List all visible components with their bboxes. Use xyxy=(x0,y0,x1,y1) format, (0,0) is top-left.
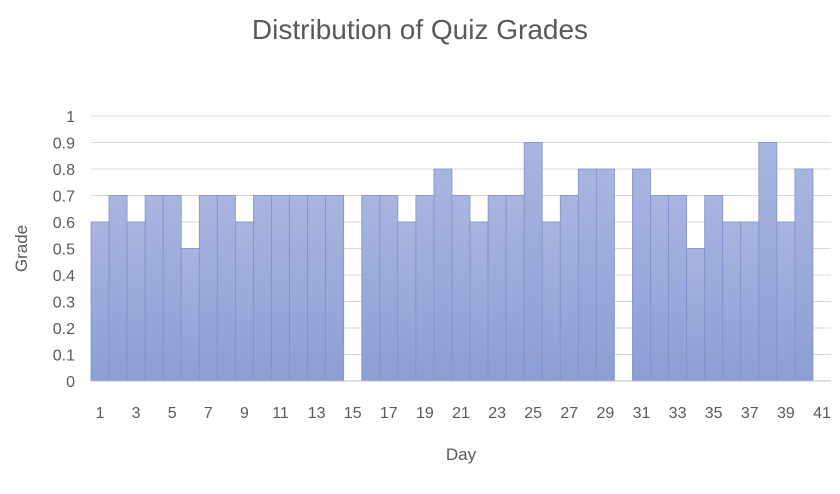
x-tick-label: 11 xyxy=(272,405,289,422)
bars xyxy=(90,142,814,382)
x-tick-label: 31 xyxy=(633,405,651,422)
bar-day-35 xyxy=(704,195,724,382)
y-tick-label: 0.7 xyxy=(53,189,75,206)
tick-labels: 00.10.20.30.40.50.60.70.80.911 3 5 7 9 11 13 15… xyxy=(53,109,831,422)
bar-day-34 xyxy=(686,248,706,382)
x-tick-label: 29 xyxy=(596,405,614,422)
bar-day-32 xyxy=(650,195,669,382)
x-tick-label: 41 xyxy=(813,405,831,422)
bar-day-7 xyxy=(198,195,218,382)
x-tick-label: 27 xyxy=(560,405,578,422)
bar-day-17 xyxy=(379,195,399,382)
bar-day-22 xyxy=(469,221,489,382)
y-tick-label: 0.1 xyxy=(53,348,75,365)
y-tick-label: 0.9 xyxy=(53,136,75,153)
bar-day-38 xyxy=(758,142,778,382)
x-tick-label: 9 xyxy=(240,405,249,422)
bar-day-39 xyxy=(776,221,796,382)
x-tick-label: 25 xyxy=(524,405,542,422)
bar-day-25 xyxy=(523,142,543,382)
x-tick-label: 5 xyxy=(168,405,177,422)
bar-day-3 xyxy=(126,221,146,382)
bar-day-18 xyxy=(397,221,417,382)
y-tick-label: 0.2 xyxy=(53,321,75,338)
chart-title: Distribution of Quiz Grades xyxy=(251,14,589,45)
y-tick-label: 0 xyxy=(66,374,75,391)
bar-day-5 xyxy=(162,195,182,382)
x-tick-label: 35 xyxy=(705,405,723,422)
bar-day-23 xyxy=(487,195,507,382)
x-tick-label: 3 xyxy=(132,405,141,422)
x-tick-label: 33 xyxy=(669,405,687,422)
bar-day-36 xyxy=(722,221,742,382)
y-tick-label: 0.3 xyxy=(53,295,75,312)
bar-day-37 xyxy=(740,221,760,382)
bar-day-27 xyxy=(559,195,579,382)
y-tick-label: 0.4 xyxy=(53,268,75,285)
bar-day-19 xyxy=(415,195,435,382)
bar-day-29 xyxy=(595,168,615,382)
x-tick-label: 23 xyxy=(488,405,506,422)
bar-day-33 xyxy=(668,195,688,382)
y-tick-label: 0.8 xyxy=(53,162,75,179)
x-axis-title: Day xyxy=(446,445,477,464)
bar-day-24 xyxy=(505,195,525,382)
bar-day-12 xyxy=(289,195,308,382)
bar-day-8 xyxy=(216,195,236,382)
x-tick-label: 21 xyxy=(452,405,470,422)
bar-day-9 xyxy=(234,221,254,382)
y-tick-label: 0.6 xyxy=(53,215,75,232)
bar-day-40 xyxy=(794,168,814,382)
bar-day-14 xyxy=(325,195,345,382)
bar-day-16 xyxy=(361,195,381,382)
x-tick-label: 17 xyxy=(380,405,398,422)
bar-day-11 xyxy=(271,195,290,382)
bar-day-10 xyxy=(253,195,272,382)
bar-day-6 xyxy=(180,248,200,382)
bar-day-13 xyxy=(307,195,327,382)
bar-day-31 xyxy=(632,168,651,382)
x-tick-label: 15 xyxy=(344,405,362,422)
bar-day-26 xyxy=(541,221,561,382)
bar-day-2 xyxy=(108,195,128,382)
y-tick-label: 1 xyxy=(66,109,75,126)
y-axis-title: Grade xyxy=(12,225,31,272)
x-tick-label: 39 xyxy=(777,405,795,422)
x-tick-label: 7 xyxy=(204,405,213,422)
x-tick-label: 37 xyxy=(741,405,759,422)
y-tick-label: 0.5 xyxy=(53,242,75,259)
x-tick-label: 19 xyxy=(416,405,434,422)
bar-day-28 xyxy=(577,168,597,382)
bar-day-1 xyxy=(90,221,110,382)
x-tick-label: 13 xyxy=(308,405,326,422)
x-tick-label: 1 xyxy=(96,405,105,422)
bar-day-21 xyxy=(451,195,471,382)
bar-day-20 xyxy=(433,168,453,382)
bar-day-4 xyxy=(144,195,164,382)
